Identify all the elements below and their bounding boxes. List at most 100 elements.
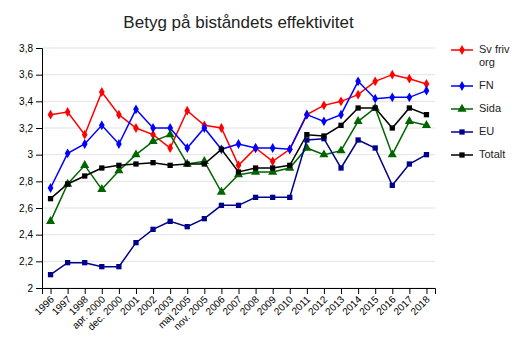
y-axis: 22,22,42,62,833,23,43,63,8 (19, 43, 42, 294)
series-marker (422, 120, 431, 128)
series-marker (390, 183, 395, 188)
series-marker (355, 137, 360, 142)
y-tick-mark (36, 48, 42, 49)
series-marker (116, 110, 122, 120)
series-marker (219, 147, 224, 152)
series-marker (336, 145, 345, 153)
series-marker (424, 112, 429, 117)
series-marker (168, 219, 173, 224)
series-marker (184, 143, 190, 153)
series-marker (287, 195, 292, 200)
x-tick-mark (170, 288, 171, 294)
y-tick-mark (36, 75, 42, 76)
series-marker (219, 203, 224, 208)
series-marker (185, 161, 190, 166)
series-marker (183, 159, 192, 167)
series-marker (304, 110, 310, 120)
x-tick-mark (102, 288, 103, 294)
x-tick-label: dec. 2000 (85, 293, 124, 332)
y-tick-label: 2,8 (19, 176, 33, 187)
series-marker (219, 123, 225, 133)
series-marker (270, 195, 275, 200)
series-marker (319, 149, 328, 157)
y-tick: 3,4 (19, 96, 42, 107)
series-line (51, 139, 427, 275)
series-marker (133, 104, 139, 114)
series-marker (99, 165, 104, 170)
x-tick-mark (256, 288, 257, 294)
grid-line (42, 234, 435, 235)
x-tick-mark (341, 288, 342, 294)
series-marker (150, 123, 156, 133)
plot-area: 22,22,42,62,833,23,43,63,8199619971998ap… (19, 43, 435, 333)
series-marker (168, 163, 173, 168)
x-tick-mark (68, 288, 69, 294)
legend-swatch-marker (459, 152, 464, 157)
series-marker (355, 76, 361, 86)
series (48, 76, 430, 193)
series-marker (184, 106, 190, 116)
series-line (51, 81, 427, 188)
y-tick: 2,6 (19, 203, 42, 214)
series-marker (99, 120, 105, 130)
series-marker (48, 272, 53, 277)
x-tick-mark (409, 288, 410, 294)
legend-swatch-marker (457, 104, 466, 112)
y-tick: 2 (27, 283, 42, 294)
series-marker (46, 216, 55, 224)
series-marker (133, 161, 138, 166)
series (48, 136, 429, 277)
x-tick-mark (392, 288, 393, 294)
series-marker (116, 139, 122, 149)
series-marker (202, 161, 207, 166)
grid-line (42, 48, 435, 49)
chart-svg: Betyg på biståndets effektivitet22,22,42… (0, 0, 530, 360)
series-marker (424, 152, 429, 157)
series-marker (150, 227, 155, 232)
x-tick-mark (324, 288, 325, 294)
series-marker (373, 105, 378, 110)
series-marker (48, 196, 53, 201)
series-marker (373, 145, 378, 150)
series-marker (48, 110, 54, 120)
legend-item: EU (451, 125, 494, 137)
y-tick-mark (36, 155, 42, 156)
y-tick: 3,8 (19, 43, 42, 54)
series-line (51, 108, 427, 199)
series-marker (133, 123, 139, 133)
series-marker (287, 144, 293, 154)
y-tick-mark (36, 208, 42, 209)
x-tick-mark (51, 288, 52, 294)
legend-swatch-marker (459, 45, 465, 55)
series (46, 103, 431, 224)
series-marker (372, 94, 378, 104)
series-marker (388, 149, 397, 157)
y-tick-mark (36, 288, 42, 289)
x-tick-mark (136, 288, 137, 294)
y-tick: 2,2 (19, 256, 42, 267)
x-axis: 199619971998apr. 2000dec. 20002001200220… (32, 288, 435, 333)
series-marker (167, 143, 173, 153)
series-marker (131, 149, 140, 157)
series-marker (185, 224, 190, 229)
series-marker (99, 87, 105, 97)
series-marker (65, 107, 71, 117)
series-marker (338, 96, 344, 106)
series-marker (389, 92, 395, 102)
series-marker (372, 76, 378, 86)
legend-label: FN (479, 79, 494, 91)
series-marker (80, 160, 89, 168)
legend-label: Sv frivorg (479, 43, 510, 68)
series-marker (65, 181, 70, 186)
x-tick-mark (358, 288, 359, 294)
y-tick-label: 2,4 (19, 229, 33, 240)
series-marker (116, 264, 121, 269)
series-marker (390, 125, 395, 130)
y-tick-label: 3,2 (19, 123, 33, 134)
series-marker (253, 195, 258, 200)
series-marker (285, 163, 294, 171)
series-marker (338, 165, 343, 170)
series-marker (236, 169, 241, 174)
y-tick-label: 2 (27, 283, 33, 294)
legend: Sv frivorgFNSidaEUTotalt (451, 43, 510, 160)
